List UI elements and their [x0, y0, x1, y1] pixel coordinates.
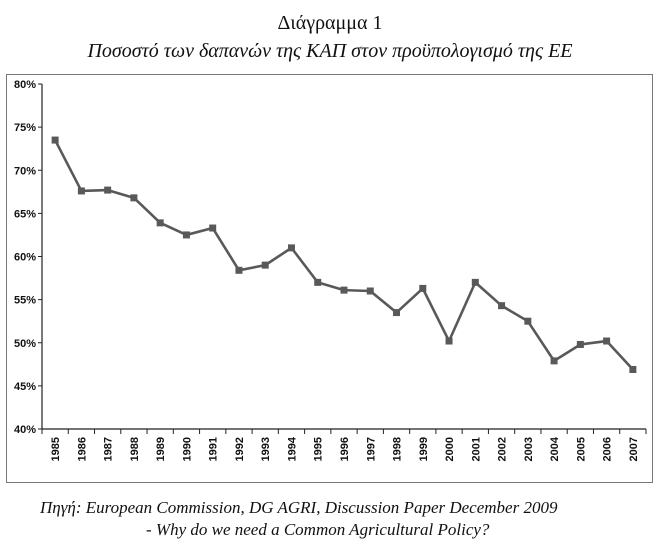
data-point-marker: [393, 309, 401, 317]
series-line: [53, 139, 634, 371]
x-tick-label: 1985: [50, 437, 62, 461]
x-tick-label: 2007: [628, 437, 640, 461]
source-note: Πηγή: European Commission, DG AGRI, Disc…: [40, 497, 640, 541]
x-tick-label: 2003: [523, 437, 535, 461]
data-point-marker: [104, 186, 112, 194]
source-line-1: Πηγή: European Commission, DG AGRI, Disc…: [40, 498, 558, 517]
y-tick-label: 75%: [14, 122, 36, 134]
x-tick-label: 2004: [549, 436, 561, 461]
data-point-marker: [629, 365, 637, 373]
x-tick-label: 1996: [339, 437, 351, 461]
x-tick-label: 1986: [76, 437, 88, 461]
data-point-marker: [77, 187, 85, 195]
data-point-marker: [550, 357, 558, 365]
y-tick-label: 50%: [14, 338, 36, 350]
chart-caption-title: Διάγραμμα 1: [277, 12, 383, 34]
x-tick-label: 1995: [313, 437, 325, 461]
line-chart: 40% 45% 50% 55% 60% 65% 70% 75% 80% 1985 1986 1987…: [6, 74, 653, 483]
x-tick-label: 1988: [129, 437, 141, 461]
x-tick-label: 2006: [602, 437, 614, 461]
x-tick-label: 2002: [497, 437, 509, 461]
data-point-marker: [603, 337, 611, 345]
x-tick-label: 1990: [181, 437, 193, 461]
data-point-marker: [51, 136, 59, 144]
x-tick-label: 1994: [286, 436, 298, 461]
y-tick-label: 65%: [14, 208, 36, 220]
y-tick-label: 60%: [14, 252, 36, 264]
data-point-marker: [156, 219, 164, 227]
chart-frame: [6, 74, 653, 483]
x-tick-label: 1998: [392, 437, 404, 461]
x-tick-label: 1999: [418, 437, 430, 461]
data-point-marker: [419, 284, 427, 292]
data-point-marker: [498, 302, 506, 310]
x-tick-label: 1997: [365, 437, 377, 461]
chart-caption-subtitle: Ποσοστό των δαπανών της ΚΑΠ στον προϋπολ…: [87, 40, 573, 62]
y-tick-label: 80%: [14, 79, 36, 91]
data-point-marker: [445, 337, 453, 345]
series-group: [51, 136, 637, 373]
x-tick-label: 2000: [444, 437, 456, 461]
data-point-marker: [366, 287, 374, 295]
y-tick-label: 45%: [14, 381, 36, 393]
x-tick-label: 1991: [208, 437, 220, 461]
x-tick-label: 1992: [234, 437, 246, 461]
data-point-marker: [209, 224, 217, 232]
data-point-marker: [130, 194, 138, 202]
data-point-marker: [182, 231, 190, 239]
data-point-marker: [576, 340, 584, 348]
y-tick-label: 55%: [14, 295, 36, 307]
data-point-marker: [471, 278, 479, 286]
data-point-marker: [340, 286, 348, 294]
x-tick-label: 2005: [575, 437, 587, 461]
x-tick-label: 1987: [103, 437, 115, 461]
chart-container: 40% 45% 50% 55% 60% 65% 70% 75% 80% 1985 1986 1987…: [6, 74, 654, 484]
x-tick-label: 1993: [260, 437, 272, 461]
data-point-marker: [261, 261, 269, 269]
x-tick-label: 1989: [155, 437, 167, 461]
data-point-marker: [314, 278, 322, 286]
y-tick-label: 70%: [14, 165, 36, 177]
y-axis: 40% 45% 50% 55% 60% 65% 70% 75% 80%: [14, 79, 43, 436]
data-point-marker: [287, 244, 295, 252]
x-axis: 1985 1986 1987 1988 1989 1990 1991 1992 1993 1994…: [41, 428, 647, 461]
data-point-marker: [235, 266, 243, 274]
y-tick-label: 40%: [14, 424, 36, 436]
source-line-2: - Why do we need a Common Agricultural P…: [146, 520, 490, 539]
x-tick-label: 2001: [470, 437, 482, 461]
data-point-marker: [524, 317, 532, 325]
